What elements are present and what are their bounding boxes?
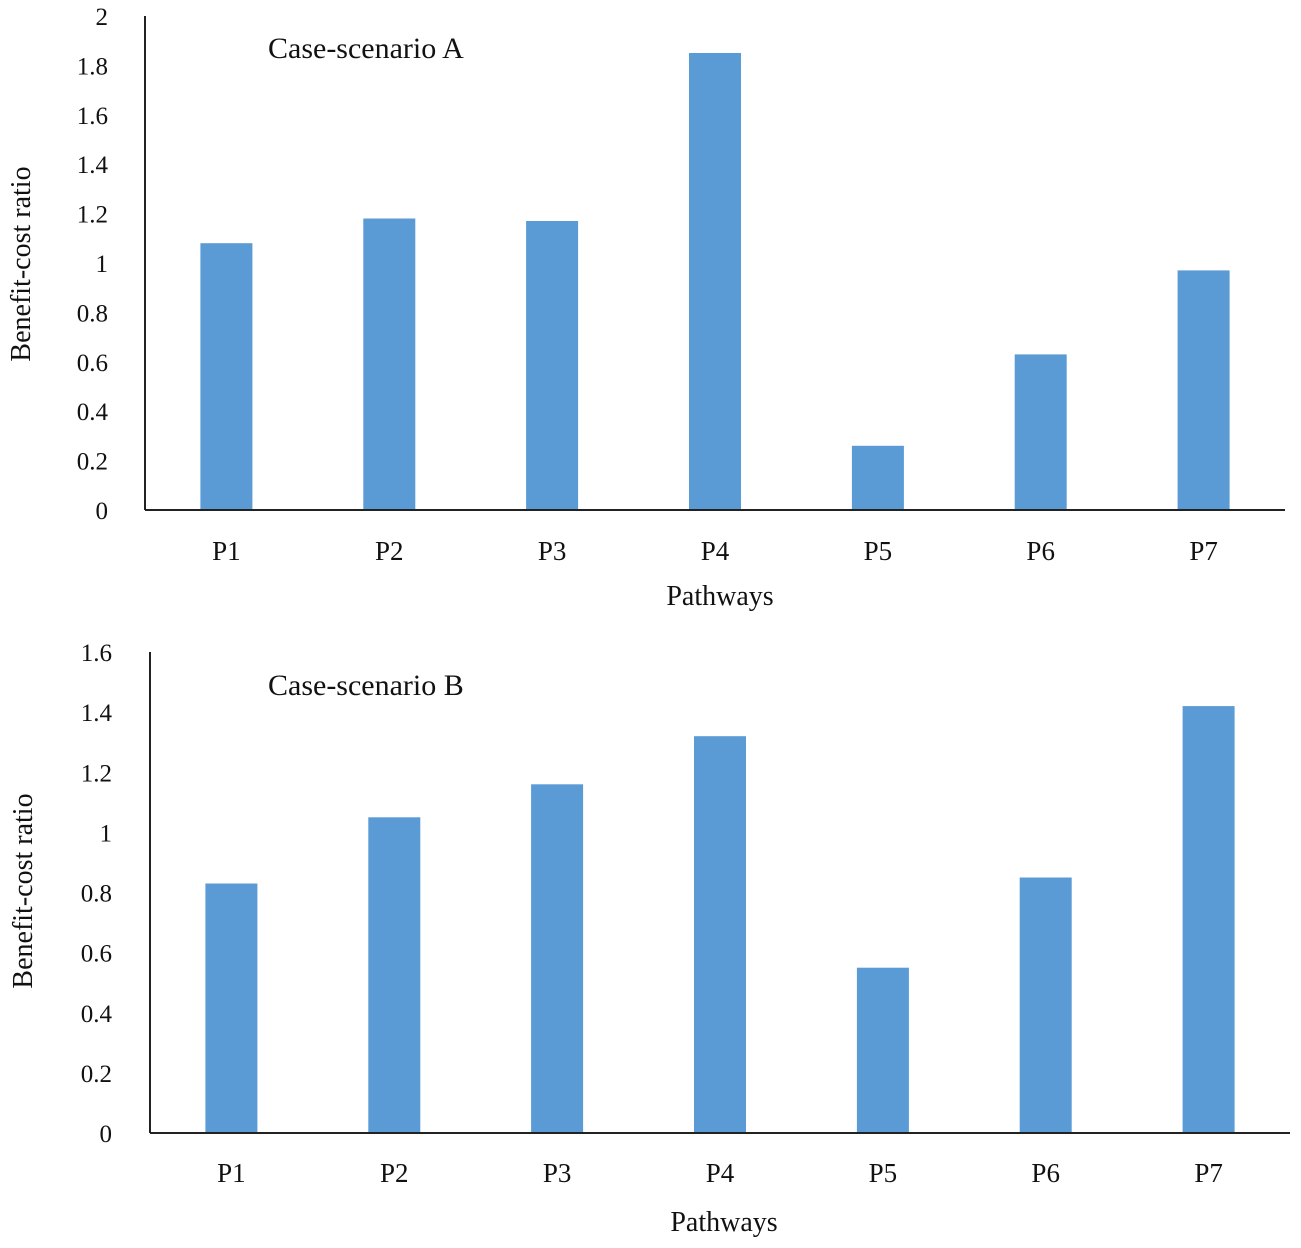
x-tick-label: P1 [212,536,241,566]
x-tick-label: P4 [701,536,730,566]
bar-p1 [205,883,258,1133]
y-tick-label: 2 [96,4,109,31]
y-tick-label: 1 [96,251,109,278]
y-tick-label: 0.8 [81,881,112,908]
x-tick-label: P1 [217,1158,246,1188]
bar-p2 [368,817,421,1133]
x-axis-title: Pathways [670,1207,777,1238]
bar-p1 [200,243,253,510]
bar-p3 [531,784,584,1133]
x-tick-label: P2 [380,1158,409,1188]
y-tick-label: 0.6 [77,350,108,377]
panel-title: Case-scenario B [268,669,464,702]
y-tick-label: 0.4 [81,1001,113,1028]
bar-p5 [856,967,909,1133]
y-tick-label: 0.4 [77,399,109,426]
panel-case-scenario-a: Case-scenario A Pathways Benefit-cost ra… [6,4,1285,612]
y-tick-label: 0.2 [77,449,108,476]
bar-p6 [1019,877,1072,1133]
bar-p4 [694,736,746,1133]
panel-title: Case-scenario A [268,32,464,65]
x-tick-label: P6 [1031,1158,1060,1188]
y-tick-label: 0 [100,1121,113,1148]
bar-p7 [1182,706,1235,1133]
x-tick-label: P5 [869,1158,898,1188]
bar-p2 [363,218,416,510]
y-axis-title: Benefit-cost ratio [6,166,37,361]
y-tick-label: 1.4 [77,152,109,179]
x-tick-label: P6 [1026,536,1055,566]
bar-p3 [526,221,579,510]
bar-p7 [1177,270,1230,510]
x-tick-label: P4 [706,1158,735,1188]
y-tick-label: 1.2 [81,760,112,787]
y-tick-label: 1.2 [77,202,108,229]
y-tick-label: 0 [96,498,109,525]
x-tick-label: P2 [375,536,404,566]
y-tick-label: 1.6 [77,103,108,130]
x-tick-label: P5 [864,536,893,566]
y-tick-label: 0.2 [81,1061,112,1088]
bar-p6 [1014,354,1067,510]
x-tick-label: P7 [1189,536,1218,566]
y-tick-label: 1.4 [81,700,113,727]
bar-p4 [689,53,741,510]
y-axis-title: Benefit-cost ratio [8,793,39,988]
x-tick-label: P3 [538,536,567,566]
panel-case-scenario-b: Case-scenario B Pathways Benefit-cost ra… [8,640,1290,1238]
y-tick-label: 1.8 [77,53,108,80]
y-tick-label: 1.6 [81,640,112,667]
y-tick-label: 0.6 [81,941,112,968]
bar-p5 [851,445,904,510]
y-tick-label: 1 [100,820,113,847]
x-tick-label: P3 [543,1158,572,1188]
x-axis-title: Pathways [666,581,773,612]
y-tick-label: 0.8 [77,300,108,327]
x-tick-label: P7 [1194,1158,1223,1188]
